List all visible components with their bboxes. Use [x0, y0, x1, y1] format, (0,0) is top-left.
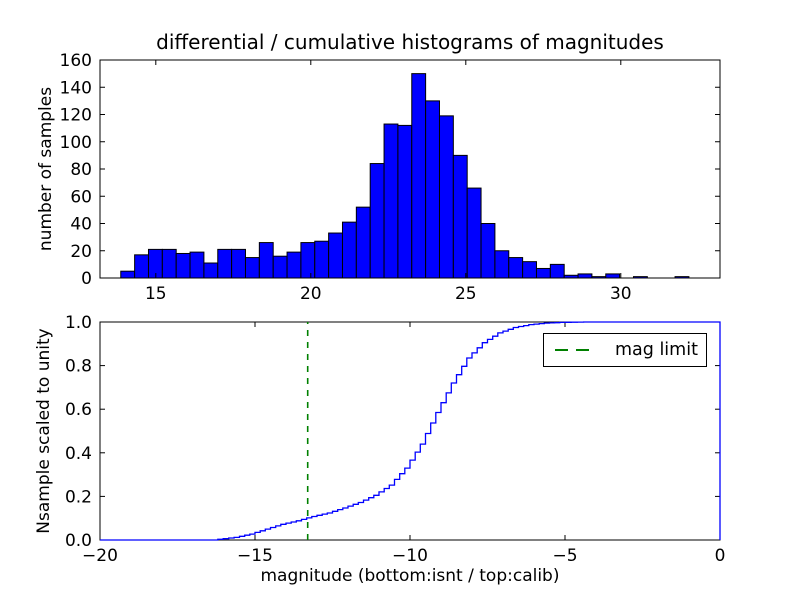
histogram-bar: [244, 257, 260, 279]
top-axes-frame: [99, 59, 721, 279]
bottom-ytick-label: 0.2: [65, 487, 92, 507]
bottom-xtick-label: −10: [392, 546, 428, 566]
histogram-bar: [328, 232, 343, 279]
top-ytick-label: 120: [60, 106, 92, 126]
histogram-bar: [535, 267, 551, 279]
histogram-bar: [397, 124, 413, 279]
bottom-ytick-label: 0.0: [65, 531, 92, 551]
bottom-y-axis-label: Nsample scaled to unity: [34, 328, 54, 534]
bottom-ytick-label: 1.0: [65, 313, 92, 333]
legend-dashed-line-sample: [555, 349, 589, 351]
histogram-bar: [508, 257, 524, 279]
top-ytick-label: 100: [60, 133, 92, 153]
histogram-bar: [522, 261, 537, 279]
histogram-bar: [231, 248, 246, 279]
histogram-bar: [369, 163, 385, 279]
bottom-xtick-label: −15: [237, 546, 273, 566]
bottom-xtick-label: −5: [552, 546, 577, 566]
histogram-bar: [341, 221, 357, 279]
bottom-xtick-label: 0: [715, 546, 726, 566]
legend-label: mag limit: [615, 340, 698, 360]
top-y-axis-label: number of samples: [36, 86, 56, 252]
top-ytick-label: 0: [81, 269, 92, 289]
top-ytick-label: 40: [70, 215, 92, 235]
histogram-bar: [189, 251, 205, 279]
top-ytick-label: 60: [70, 187, 92, 207]
histogram-bar: [605, 273, 621, 279]
histogram-bar: [258, 242, 274, 279]
x-axis-label: magnitude (bottom:isnt / top:calib): [260, 566, 560, 586]
top-xtick-label: 30: [610, 284, 632, 304]
histogram-bar: [120, 270, 136, 279]
histogram-bar: [577, 273, 593, 279]
histogram-bar: [411, 73, 427, 279]
histogram-bar: [549, 263, 565, 279]
top-xtick-label: 25: [455, 284, 477, 304]
bottom-xtick-label: −20: [82, 546, 118, 566]
bottom-ytick-label: 0.6: [65, 400, 92, 420]
histogram-bar: [161, 248, 177, 279]
bottom-ytick-label: 0.8: [65, 357, 92, 377]
histogram-bar: [494, 250, 510, 279]
histogram-bar: [203, 262, 219, 279]
histogram-bar: [314, 240, 330, 279]
histogram-bar: [425, 100, 440, 279]
histogram-bar: [438, 115, 454, 279]
histogram-bar: [286, 251, 302, 279]
histogram-bar: [452, 154, 468, 279]
top-ytick-label: 160: [60, 51, 92, 71]
histogram-bar: [217, 248, 233, 279]
legend-box: mag limit: [543, 333, 707, 367]
histogram-bar: [300, 242, 316, 279]
histogram-bar: [175, 252, 191, 279]
top-xtick-label: 20: [300, 284, 322, 304]
top-ytick-label: 80: [70, 160, 92, 180]
histogram-bar: [466, 187, 482, 279]
histogram-bar: [383, 123, 399, 279]
histogram-bar: [480, 223, 496, 279]
top-ytick-label: 20: [70, 242, 92, 262]
histogram-bar: [272, 255, 288, 279]
top-ytick-label: 140: [60, 78, 92, 98]
top-xtick-label: 15: [145, 284, 167, 304]
histogram-bar: [355, 206, 371, 279]
bottom-ytick-label: 0.4: [65, 444, 92, 464]
histogram-bar: [134, 254, 149, 279]
plot-title: differential / cumulative histograms of …: [156, 30, 664, 54]
cumulative-curve: [100, 321, 721, 541]
